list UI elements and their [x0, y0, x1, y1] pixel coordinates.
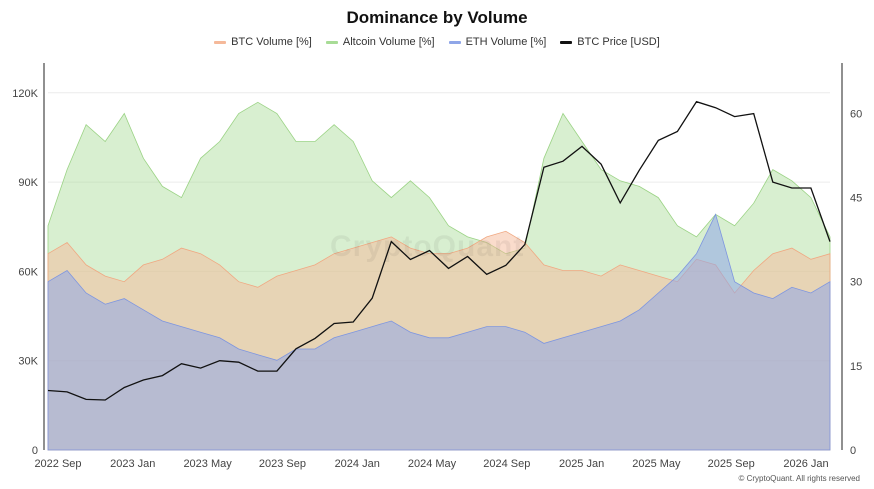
legend-swatch-btc-volume	[214, 40, 227, 44]
legend-label-altcoin-volume: Altcoin Volume [%]	[342, 36, 435, 48]
x-tick-label: 2024 Sep	[483, 458, 530, 470]
legend-swatch-btc-price	[560, 40, 573, 44]
x-tick-label: 2023 May	[183, 458, 232, 470]
legend-item-altcoin-volume[interactable]: Altcoin Volume [%]	[325, 36, 435, 48]
y-right-tick-label: 30	[850, 277, 862, 289]
x-tick-label: 2024 Jan	[335, 458, 380, 470]
x-tick-label: 2026 Jan	[783, 458, 828, 470]
line-layer	[47, 100, 831, 401]
y-left-tick-label: 90K	[18, 177, 38, 189]
x-tick-label: 2025 Sep	[708, 458, 755, 470]
legend-item-btc-price[interactable]: BTC Price [USD]	[560, 36, 660, 48]
legend-label-btc-price: BTC Price [USD]	[577, 36, 660, 48]
x-tick-label: 2023 Sep	[259, 458, 306, 470]
legend-swatch-altcoin-volume	[325, 40, 338, 44]
copyright-text: © CryptoQuant. All rights reserved	[738, 474, 861, 483]
x-tick-label: 2025 May	[632, 458, 681, 470]
y-right-tick-label: 60	[850, 108, 862, 120]
y-left-tick-label: 0	[32, 445, 38, 457]
chart-title: Dominance by Volume	[346, 8, 528, 27]
x-tick-label: 2022 Sep	[34, 458, 81, 470]
y-left-tick-label: 120K	[12, 88, 38, 100]
area-layer	[47, 101, 831, 451]
legend: BTC Volume [%] Altcoin Volume [%] ETH Vo…	[0, 36, 874, 48]
y-left-tick-label: 60K	[18, 266, 38, 278]
x-tick-label: 2024 May	[408, 458, 457, 470]
x-tick-label: 2025 Jan	[559, 458, 604, 470]
legend-item-eth-volume[interactable]: ETH Volume [%]	[448, 36, 547, 48]
y-right-tick-label: 15	[850, 361, 862, 373]
x-tick-label: 2023 Jan	[110, 458, 155, 470]
y-right-tick-label: 0	[850, 445, 856, 457]
legend-label-btc-volume: BTC Volume [%]	[231, 36, 312, 48]
legend-label-eth-volume: ETH Volume [%]	[465, 36, 547, 48]
line-btc-price	[47, 100, 831, 401]
area-eth-volume	[47, 213, 831, 451]
legend-item-btc-volume[interactable]: BTC Volume [%]	[214, 36, 312, 48]
y-left-tick-label: 30K	[18, 356, 38, 368]
y-right-tick-label: 45	[850, 193, 862, 205]
axis-layer: 0 30K 60K 90K 120K 0 15 30 45 60 2022 Sep 2023 Jan 2…	[12, 63, 862, 470]
watermark: CryptoQuant	[330, 230, 525, 263]
legend-swatch-eth-volume	[448, 40, 461, 44]
